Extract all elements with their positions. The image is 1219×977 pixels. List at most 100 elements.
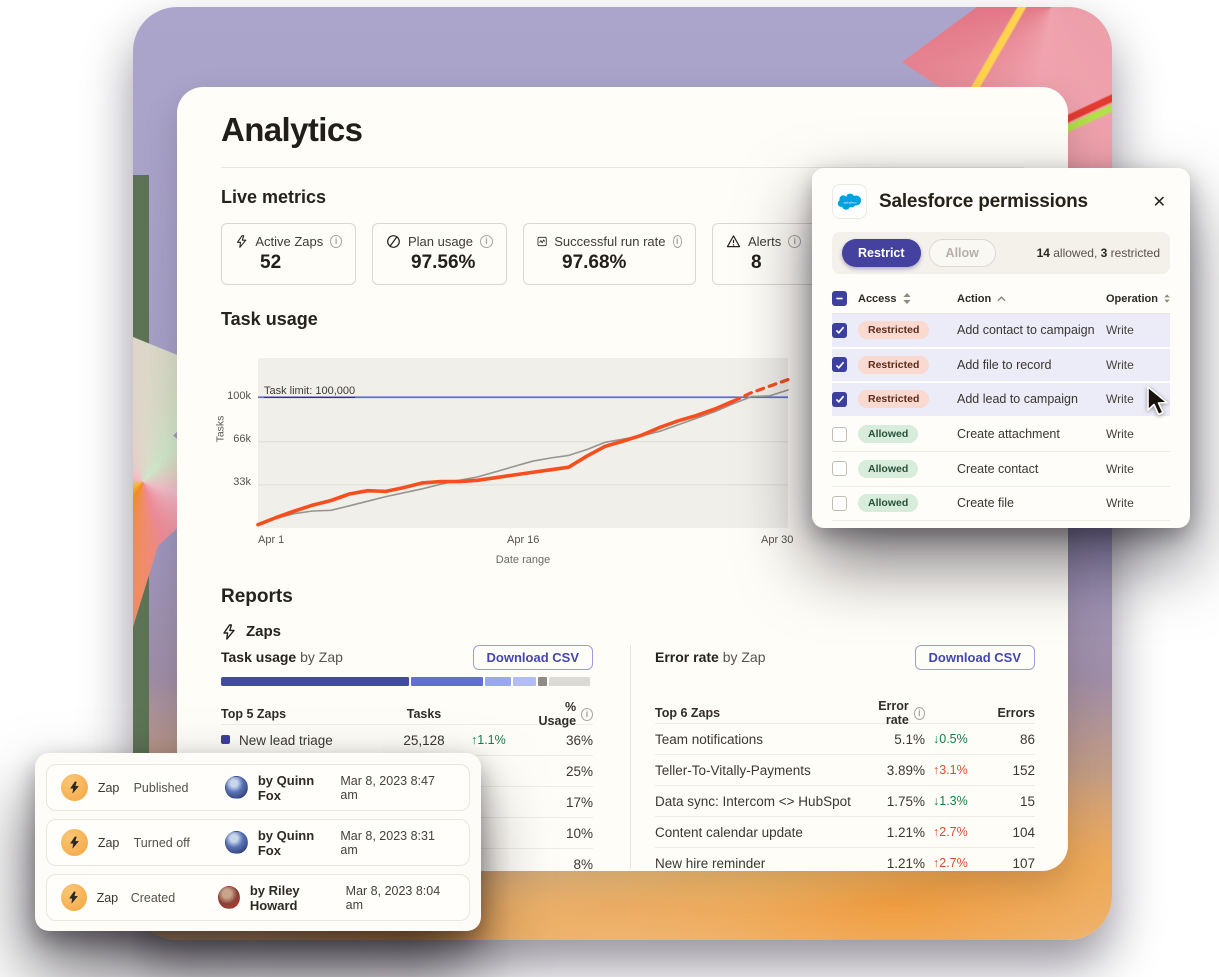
operation-value: Write: [1106, 323, 1134, 338]
row-checkbox-unchecked[interactable]: [832, 426, 847, 442]
col-action[interactable]: Action: [957, 293, 1095, 305]
permission-row[interactable]: Restricted Add lead to campaign Write: [832, 383, 1170, 418]
avatar: [225, 776, 248, 799]
divider: [221, 167, 1024, 168]
zap-name: Team notifications: [655, 731, 764, 747]
error-count: 86: [1019, 731, 1035, 747]
metric-label: Alerts: [748, 234, 782, 249]
usage-pct: 8%: [573, 856, 593, 872]
operation-value: Write: [1106, 357, 1134, 372]
col-errors: Errors: [997, 706, 1035, 720]
col-access[interactable]: Access: [858, 293, 946, 305]
activity-timestamp: Mar 8, 2023 8:47 am: [340, 773, 435, 802]
zaps-group-label: Zaps: [246, 623, 282, 640]
activity-type: Zap: [97, 835, 120, 850]
row-checkbox-checked[interactable]: [832, 322, 847, 338]
y-tick-100k: 100k: [227, 390, 251, 402]
svg-text:salesforce: salesforce: [843, 200, 857, 204]
operation-value: Write: [1106, 427, 1134, 442]
permission-row[interactable]: Allowed Create attachment Write: [832, 418, 1170, 452]
error-count: 107: [1012, 855, 1035, 871]
permission-row[interactable]: Restricted Add file to record Write: [832, 348, 1170, 383]
metric-cards-row: Active Zaps i 52 Plan usage i 97.56% Suc…: [221, 223, 862, 285]
activity-row: Zap Turned off by Quinn Fox Mar 8, 2023 …: [46, 819, 470, 866]
row-checkbox-unchecked[interactable]: [832, 461, 847, 477]
row-checkbox-unchecked[interactable]: [832, 495, 847, 511]
metric-label: Successful run rate: [554, 234, 666, 249]
permissions-counts: 14 allowed, 3 restricted: [1036, 246, 1160, 260]
activity-type: Zap: [96, 890, 119, 905]
metric-value: 97.68%: [562, 252, 627, 273]
activity-status: Published: [133, 780, 189, 795]
permission-row[interactable]: Allowed Create contact Write: [832, 452, 1170, 487]
metric-value: 52: [260, 252, 282, 273]
error-row: Teller-To-Vitally-Payments 3.89% ↑3.1% 1…: [655, 754, 1035, 785]
permission-row[interactable]: Restricted Add contact to campaign Write: [832, 314, 1170, 349]
error-count: 15: [1019, 793, 1035, 809]
status-badge: Allowed: [858, 459, 919, 478]
info-icon[interactable]: i: [581, 707, 593, 721]
permission-row[interactable]: Allowed Create file Write: [832, 487, 1170, 521]
usage-distribution-bar: [221, 677, 593, 686]
metric-card-run-rate: Successful run rate i 97.68%: [523, 223, 696, 285]
usage-bar-segment: [485, 677, 511, 686]
error-trend: ↑2.7%: [933, 856, 968, 870]
error-rate: 1.21%: [886, 824, 925, 840]
info-icon[interactable]: i: [788, 235, 802, 248]
x-tick-apr1: Apr 1: [258, 534, 285, 546]
row-checkbox-checked[interactable]: [832, 391, 847, 407]
task-row: New lead triage 25,128 ↑1.1% 36%: [221, 724, 593, 755]
metric-card-active-zaps: Active Zaps i 52: [221, 223, 356, 285]
zap-name: New hire reminder: [655, 855, 766, 871]
operation-value: Write: [1106, 392, 1134, 407]
error-rate: 3.89%: [886, 762, 925, 778]
usage-bar-segment: [537, 677, 547, 686]
allow-button[interactable]: Allow: [928, 239, 996, 267]
zap-icon: [61, 884, 87, 911]
usage-pct: 25%: [565, 763, 593, 779]
sort-icon[interactable]: [902, 293, 912, 304]
info-icon[interactable]: i: [330, 235, 342, 248]
task-usage-report: Task usage by Zap Download CSV Top 5 Zap…: [221, 643, 593, 879]
zap-name: Teller-To-Vitally-Payments: [655, 762, 811, 778]
permissions-filter-bar: Restrict Allow 14 allowed, 3 restricted: [832, 232, 1170, 274]
info-icon[interactable]: i: [480, 235, 493, 248]
action-name: Add lead to campaign: [957, 392, 1078, 407]
zap-name: Content calendar update: [655, 824, 803, 840]
download-csv-button[interactable]: Download CSV: [472, 644, 593, 670]
sort-icon[interactable]: [1163, 293, 1170, 304]
bolt-icon: [223, 623, 235, 640]
status-badge: Restricted: [858, 355, 930, 374]
task-table-header: Top 5 Zaps Tasks % Usage i: [221, 700, 593, 728]
activity-author: by Quinn Fox: [257, 772, 315, 803]
metric-label: Active Zaps: [255, 234, 324, 249]
task-count: 25,128: [403, 732, 445, 748]
download-csv-button[interactable]: Download CSV: [914, 644, 1035, 670]
info-icon[interactable]: i: [672, 235, 682, 248]
close-icon[interactable]: ✕: [1149, 190, 1170, 214]
col-usage: % Usage i: [529, 700, 593, 728]
status-badge: Restricted: [858, 321, 930, 340]
status-badge: Allowed: [858, 425, 919, 444]
action-name: Add contact to campaign: [957, 323, 1095, 338]
restrict-button[interactable]: Restrict: [842, 239, 921, 267]
row-checkbox-checked[interactable]: [832, 357, 847, 373]
action-name: Create file: [957, 496, 1014, 511]
col-top6zaps: Top 6 Zaps: [655, 706, 721, 720]
col-operation[interactable]: Operation: [1106, 293, 1170, 305]
reports-heading: Reports: [221, 586, 293, 607]
error-row: Data sync: Intercom <> HubSpot 1.75% ↓1.…: [655, 785, 1035, 816]
page-title: Analytics: [221, 111, 363, 148]
report-divider: [630, 645, 631, 869]
metric-value: 8: [751, 252, 762, 273]
error-rate-report-title: Error rate by Zap: [655, 649, 766, 665]
chart-x-axis-label: Date range: [495, 554, 551, 566]
select-all-checkbox[interactable]: [832, 291, 847, 306]
usage-pct: 36%: [565, 732, 593, 748]
slash-circle-icon: [387, 235, 400, 248]
error-count: 104: [1012, 824, 1035, 840]
x-tick-apr16: Apr 16: [507, 534, 540, 546]
usage-bar-segment: [221, 677, 409, 686]
live-metrics-heading: Live metrics: [221, 187, 327, 207]
info-icon[interactable]: i: [913, 706, 925, 720]
